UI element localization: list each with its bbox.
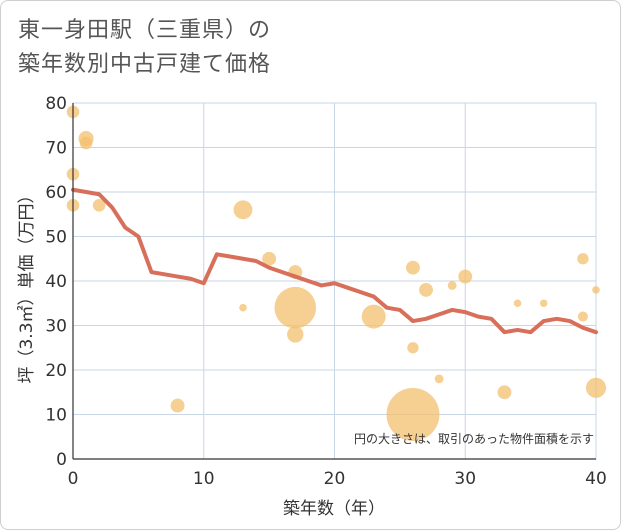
grid-lines — [72, 102, 597, 460]
data-bubble — [262, 251, 277, 266]
average-price-line — [71, 187, 598, 335]
chart-title: 東一身田駅（三重県）の 築年数別中古戸建て価格 — [18, 14, 271, 82]
data-bubble — [539, 299, 548, 308]
data-bubble — [577, 253, 589, 265]
data-bubble — [239, 303, 247, 312]
chart-title-line-2: 築年数別中古戸建て価格 — [18, 52, 272, 77]
data-bubble — [458, 269, 473, 284]
y-axis-title: 坪（3.3㎡）単価（万円） — [17, 186, 37, 383]
data-bubble — [592, 286, 600, 294]
y-tick-label: 80 — [45, 94, 67, 114]
x-tick-label: 0 — [68, 469, 79, 489]
data-bubble — [406, 260, 420, 275]
data-bubble — [287, 326, 304, 343]
data-bubble — [170, 398, 185, 413]
y-tick-label: 40 — [45, 272, 67, 292]
data-bubble — [386, 388, 440, 441]
x-axis-title: 築年数（年） — [283, 499, 385, 519]
axes: 0 10 20 30 40 50 60 70 80 0 10 20 30 40 — [45, 94, 606, 489]
data-bubble — [585, 377, 607, 398]
data-bubble — [497, 385, 512, 400]
data-bubble — [274, 286, 317, 329]
y-tick-label: 10 — [45, 406, 67, 426]
y-tick-label: 20 — [45, 361, 67, 381]
x-tick-label: 40 — [585, 469, 607, 489]
data-bubble — [361, 304, 386, 329]
y-tick-label: 0 — [56, 450, 67, 470]
data-bubble — [447, 281, 457, 290]
chart-title-line-1: 東一身田駅（三重県）の — [18, 18, 272, 43]
average-line-series — [71, 187, 598, 335]
bubble-size-note: 円の大きさは、取引のあった物件面積を示す — [354, 431, 594, 446]
y-tick-label: 70 — [45, 139, 67, 159]
data-bubble — [513, 299, 522, 308]
x-tick-label: 30 — [454, 469, 476, 489]
x-tick-label: 10 — [193, 469, 215, 489]
data-bubble — [79, 136, 93, 150]
data-bubble — [92, 199, 106, 212]
data-bubble — [434, 374, 444, 384]
x-tick-label: 20 — [324, 469, 346, 489]
data-bubble — [233, 200, 253, 220]
bubble-series — [66, 105, 607, 441]
y-tick-label: 50 — [45, 228, 67, 248]
y-tick-label: 30 — [45, 317, 67, 337]
data-bubble — [407, 342, 419, 354]
data-bubble — [577, 311, 588, 322]
y-tick-label: 60 — [45, 183, 67, 203]
data-bubble — [419, 282, 433, 297]
